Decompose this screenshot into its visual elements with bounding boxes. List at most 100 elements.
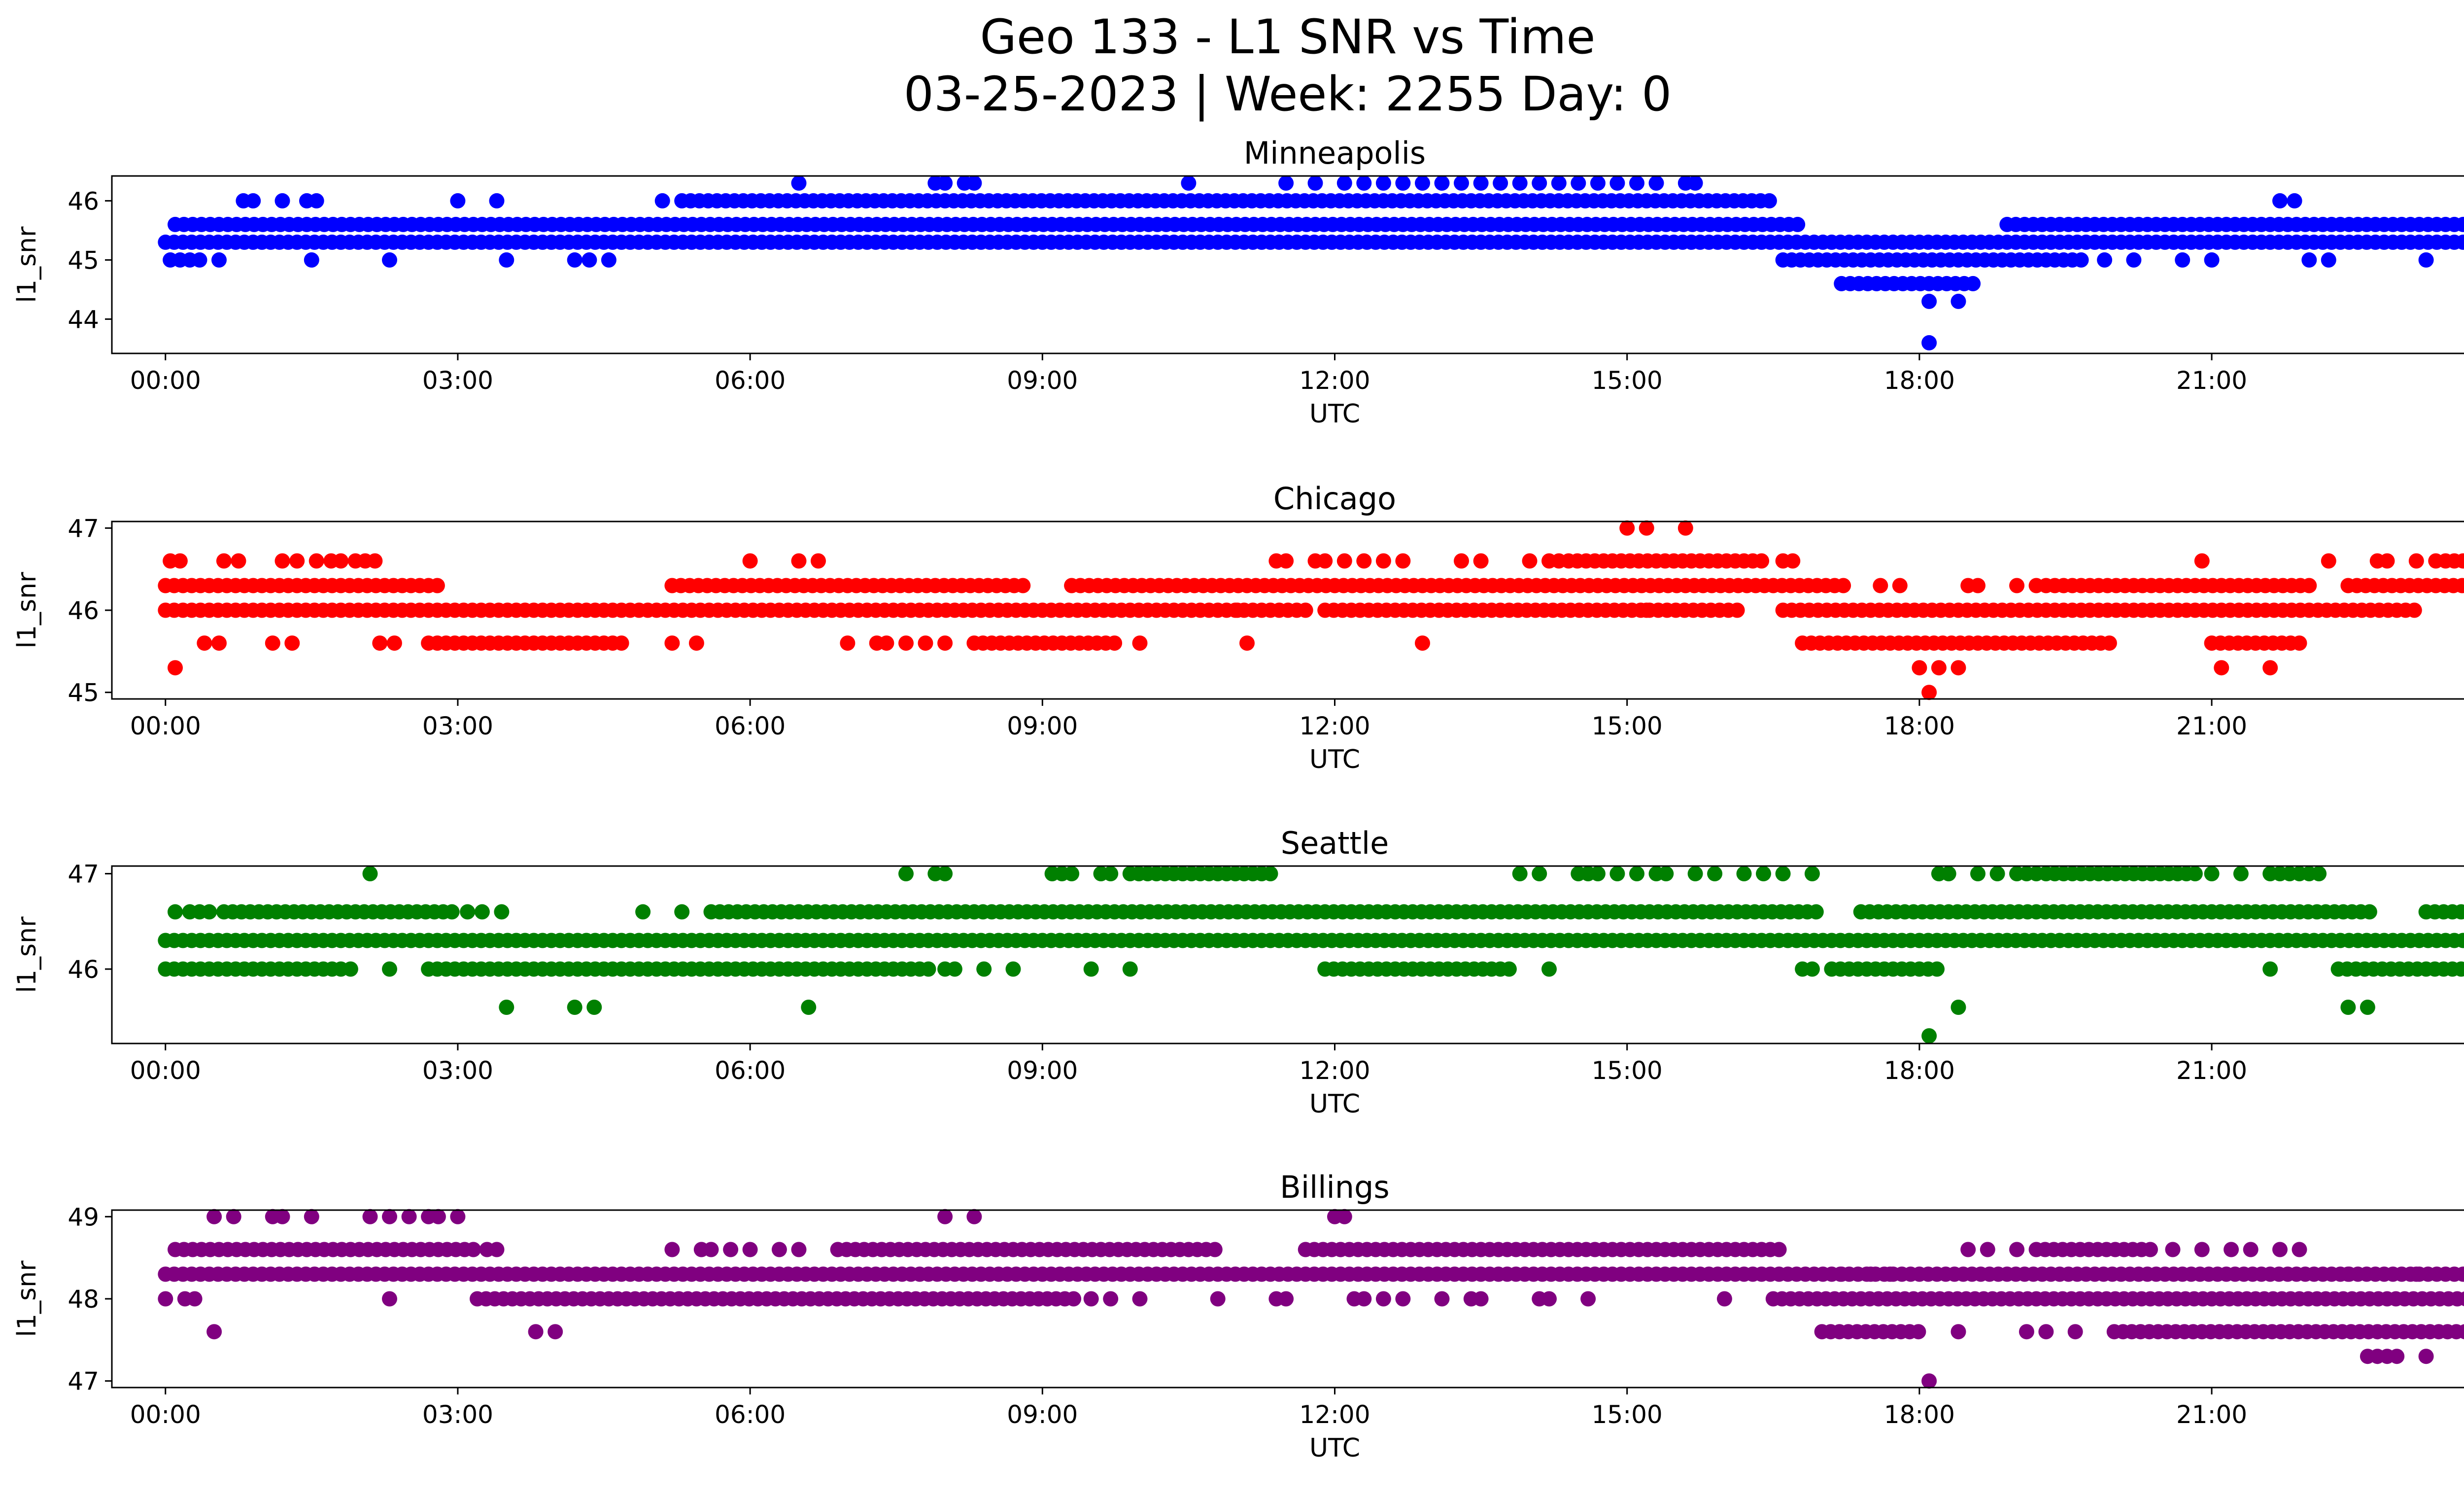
figure-title-line1: Geo 133 - L1 SNR vs Time — [980, 9, 1596, 65]
x-tick-label: 15:00 — [1592, 712, 1663, 740]
data-point — [1989, 866, 2005, 881]
data-point — [937, 635, 953, 651]
x-tick-label: 12:00 — [1299, 1056, 1370, 1085]
y-axis-label: l1_snr — [12, 572, 42, 649]
x-tick-label: 03:00 — [422, 712, 493, 740]
data-point — [1677, 520, 1693, 536]
data-point — [1863, 1266, 1879, 1282]
data-point — [2360, 1000, 2375, 1015]
y-tick-label: 47 — [68, 514, 99, 543]
x-tick-label: 06:00 — [715, 712, 786, 740]
x-tick-label: 03:00 — [422, 1400, 493, 1429]
data-point — [703, 1242, 719, 1257]
data-point — [1207, 1242, 1223, 1257]
data-point — [1580, 1291, 1596, 1307]
data-point — [265, 635, 280, 651]
data-point — [460, 904, 476, 920]
data-point — [1434, 175, 1450, 191]
data-point — [2028, 866, 2044, 881]
data-point — [791, 553, 807, 569]
data-point — [1882, 1266, 1898, 1282]
data-point — [2455, 234, 2464, 250]
data-point — [2067, 1324, 2083, 1340]
data-point — [723, 1242, 739, 1257]
data-point — [966, 1209, 982, 1224]
data-point — [937, 866, 953, 881]
data-point — [2101, 635, 2117, 651]
data-point — [382, 1209, 397, 1224]
data-point — [2233, 866, 2249, 881]
data-point — [2097, 252, 2113, 268]
y-tick-label: 48 — [68, 1285, 99, 1314]
data-point — [2175, 252, 2190, 268]
data-point — [1892, 578, 1908, 593]
data-point — [386, 635, 402, 651]
data-point — [2418, 1349, 2434, 1364]
data-point — [430, 1209, 446, 1224]
data-point — [1921, 685, 1937, 700]
subplot-title: Billings — [1280, 1169, 1389, 1205]
data-point — [2453, 904, 2464, 920]
data-point — [1395, 175, 1411, 191]
subplot-title: Seattle — [1281, 825, 1389, 861]
data-point — [401, 1209, 417, 1224]
x-axis-label: UTC — [1309, 1433, 1360, 1463]
data-point — [1005, 961, 1021, 977]
data-point — [2379, 553, 2395, 569]
data-point — [1571, 175, 1586, 191]
data-point — [1551, 175, 1567, 191]
data-point — [801, 1000, 817, 1015]
data-point — [1736, 866, 1752, 881]
data-point — [489, 1242, 505, 1257]
data-point — [898, 635, 914, 651]
subplots: Minneapolis 00:00 03:00 06:00 09:00 12:00 15:0… — [12, 135, 2464, 1463]
y-axis-label: l1_snr — [12, 916, 42, 993]
data-point — [1804, 866, 1820, 881]
data-point — [284, 635, 300, 651]
data-point — [635, 904, 651, 920]
data-point — [1181, 175, 1197, 191]
data-point — [1336, 553, 1352, 569]
data-point — [742, 1242, 758, 1257]
data-point — [1239, 635, 1255, 651]
data-point — [211, 252, 227, 268]
data-point — [158, 1291, 173, 1307]
data-point — [211, 635, 227, 651]
x-tick-label: 18:00 — [1884, 1056, 1955, 1085]
data-point — [1375, 175, 1391, 191]
data-point — [1522, 553, 1538, 569]
data-point — [1808, 904, 1824, 920]
data-point — [582, 252, 597, 268]
data-point — [1066, 1291, 1082, 1307]
x-tick-label: 09:00 — [1007, 1400, 1078, 1429]
data-point — [1263, 866, 1278, 881]
data-point — [202, 904, 217, 920]
data-point — [1873, 578, 1888, 593]
data-point — [937, 175, 953, 191]
data-point — [1960, 1242, 1976, 1257]
data-point — [2019, 1324, 2034, 1340]
x-tick-label: 12:00 — [1299, 712, 1370, 740]
data-point — [1278, 553, 1294, 569]
data-point — [548, 1324, 563, 1340]
data-point — [601, 252, 616, 268]
data-point — [2272, 1242, 2288, 1257]
data-point — [206, 1209, 222, 1224]
data-point — [1356, 1291, 1372, 1307]
data-point — [1512, 866, 1528, 881]
data-point — [2187, 866, 2203, 881]
data-point — [499, 1000, 514, 1015]
x-tick-label: 00:00 — [130, 712, 201, 740]
data-point — [1532, 175, 1547, 191]
data-point — [466, 1242, 481, 1257]
data-point — [2009, 1242, 2025, 1257]
data-point — [308, 193, 324, 209]
x-axis-label: UTC — [1309, 745, 1360, 774]
data-point — [1415, 175, 1430, 191]
data-point — [1785, 553, 1801, 569]
data-point — [499, 252, 514, 268]
data-point — [450, 193, 466, 209]
data-point — [2292, 1242, 2307, 1257]
data-point — [664, 1242, 680, 1257]
x-tick-label: 09:00 — [1007, 366, 1078, 395]
